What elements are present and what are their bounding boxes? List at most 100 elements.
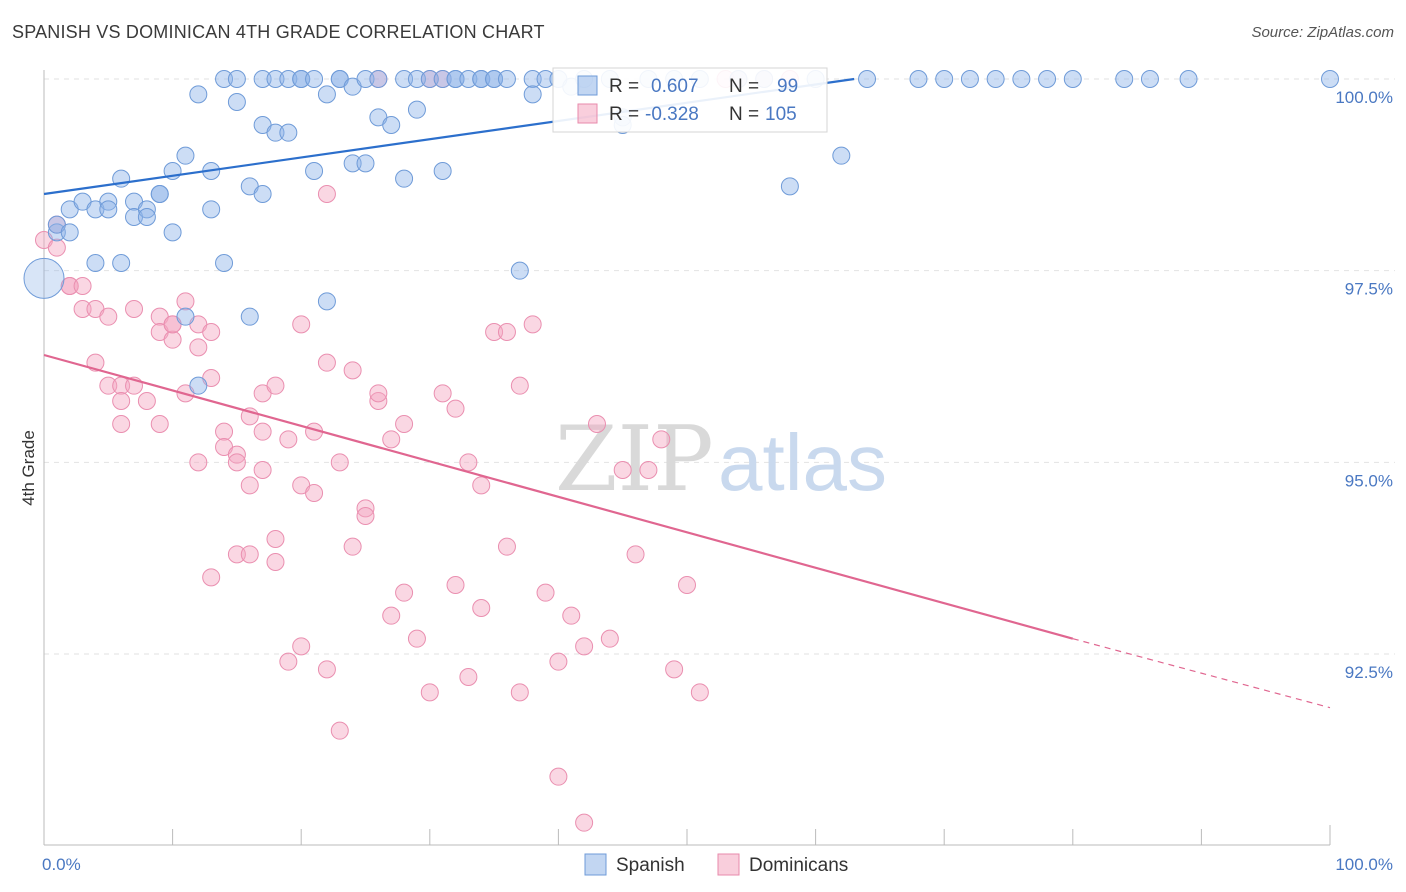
- dominicans-point: [652, 430, 671, 449]
- dominicans-point: [356, 499, 375, 518]
- dominicans-point: [112, 415, 131, 433]
- chart-source: Source: ZipAtlas.com: [1251, 24, 1394, 41]
- spanish-point: [86, 254, 105, 272]
- dominicans-point: [472, 599, 491, 617]
- dominicans-point: [446, 399, 465, 418]
- dominicans-point: [240, 545, 259, 564]
- dominicans-point: [639, 461, 658, 479]
- spanish-point: [1115, 70, 1134, 88]
- dominicans-point: [330, 721, 349, 740]
- y-axis-label: 4th Grade: [19, 430, 38, 506]
- spanish-point: [1063, 70, 1082, 88]
- dominicans-point: [395, 583, 414, 602]
- dominicans-point: [600, 629, 619, 648]
- spanish-point: [935, 70, 954, 88]
- spanish-point: [189, 85, 208, 104]
- spanish-point: [1140, 70, 1159, 88]
- dominicans-point: [60, 277, 79, 295]
- spanish-point: [369, 70, 388, 88]
- spanish-point: [832, 146, 851, 165]
- dominicans-point: [407, 629, 426, 648]
- spanish-point: [485, 70, 504, 88]
- dominicans-point: [266, 376, 285, 395]
- spanish-point: [189, 376, 208, 395]
- spanish-point: [497, 70, 516, 88]
- dominicans-point: [343, 537, 362, 556]
- spanish-point: [215, 70, 234, 88]
- dominicans-point: [240, 476, 259, 495]
- dominicans-point: [587, 415, 606, 433]
- x-tick-labels: 0.0% 100.0%: [42, 855, 1393, 874]
- dominicans-point: [73, 300, 92, 318]
- dominicans-point: [446, 576, 465, 594]
- dominicans-point: [523, 315, 542, 334]
- dominicans-point: [227, 545, 246, 564]
- correlation-legend: R = 0.607 N = 99 R = -0.328 N = 105: [552, 67, 828, 133]
- dominicans-point: [227, 453, 246, 472]
- spanish-point: [202, 200, 221, 219]
- dominicans-point: [202, 323, 221, 341]
- dominicans-point: [395, 415, 414, 433]
- spanish-point: [433, 70, 452, 88]
- dominicans-point: [137, 392, 156, 410]
- spanish-n-label: N =: [729, 76, 759, 97]
- spanish-n-value: 99: [777, 76, 798, 97]
- dominicans-point: [317, 185, 336, 203]
- dominicans-point: [575, 813, 594, 832]
- spanish-point: [150, 185, 169, 203]
- spanish-point: [317, 85, 336, 104]
- dominicans-trend-line: [43, 353, 1074, 640]
- dominicans-point: [665, 660, 684, 679]
- spanish-point: [356, 70, 375, 88]
- dominicans-point: [112, 392, 131, 410]
- dominicans-point: [549, 652, 568, 671]
- dominicans-point: [459, 668, 478, 686]
- y-tick-label: 95.0%: [1345, 471, 1393, 490]
- spanish-point: [1179, 70, 1198, 88]
- dominicans-point: [99, 376, 118, 395]
- dominicans-point: [305, 484, 324, 502]
- dominicans-point: [613, 461, 632, 479]
- dominicans-point: [125, 300, 144, 318]
- dominicans-point: [497, 537, 516, 556]
- dominicans-legend-swatch: [577, 103, 598, 124]
- spanish-point: [279, 70, 298, 88]
- dominicans-point: [292, 637, 311, 656]
- spanish-point: [305, 70, 324, 88]
- spanish-point: [240, 307, 259, 326]
- spanish-point: [99, 200, 118, 219]
- series-legend: Spanish Dominicans: [584, 853, 848, 876]
- dominicans-point: [47, 238, 66, 257]
- spanish-point: [459, 70, 478, 88]
- dominicans-point: [253, 422, 272, 441]
- dominicans-point: [382, 606, 401, 625]
- spanish-point: [1038, 70, 1057, 88]
- dominicans-point: [253, 461, 272, 479]
- spanish-point: [137, 208, 156, 226]
- spanish-point: [99, 192, 118, 211]
- dominicans-point: [420, 683, 439, 702]
- dominicans-point: [150, 415, 169, 433]
- spanish-point: [433, 162, 452, 180]
- x-tick-label: 0.0%: [42, 855, 81, 874]
- dominicans-point: [497, 323, 516, 341]
- legend-label-dominicans: Dominicans: [749, 855, 848, 876]
- dominicans-point: [382, 430, 401, 449]
- spanish-point: [112, 254, 131, 272]
- dominicans-point: [369, 384, 388, 403]
- watermark-zip: ZIP: [555, 407, 714, 512]
- spanish-point: [420, 70, 439, 88]
- dominicans-point: [279, 652, 298, 671]
- spanish-point: [510, 261, 529, 280]
- legend-label-spanish: Spanish: [616, 855, 685, 876]
- dominicans-point: [562, 606, 581, 625]
- spanish-point: [305, 162, 324, 180]
- spanish-point: [23, 257, 65, 299]
- spanish-point: [407, 100, 426, 119]
- spanish-point: [215, 254, 234, 272]
- dominicans-point: [317, 660, 336, 679]
- dominicans-point: [510, 376, 529, 395]
- dominicans-n-value: 105: [765, 104, 797, 125]
- spanish-r-value: 0.607: [651, 76, 699, 97]
